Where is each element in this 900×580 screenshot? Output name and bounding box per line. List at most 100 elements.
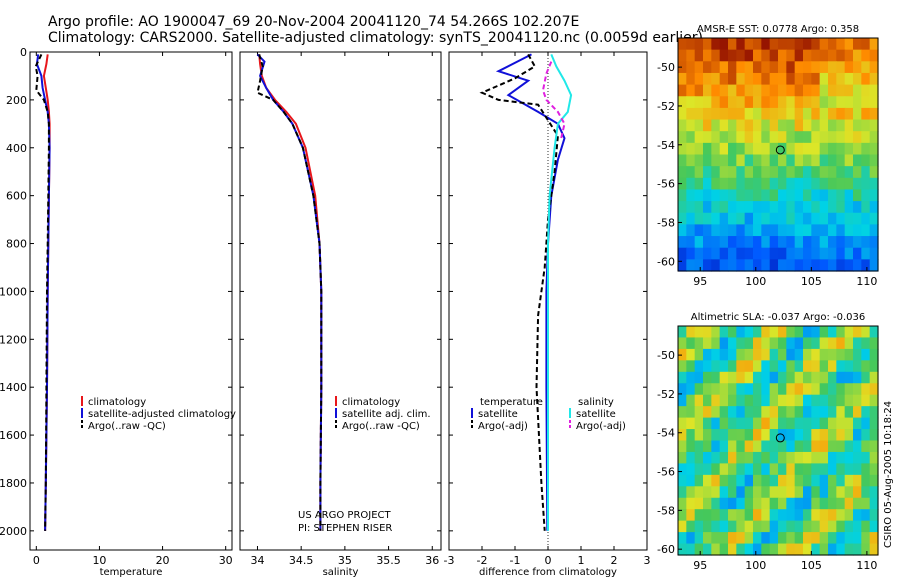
map-cell — [811, 360, 821, 373]
map-cell — [803, 451, 812, 464]
map-cell — [828, 337, 837, 350]
map-cell — [828, 84, 837, 97]
map-cell — [828, 406, 837, 419]
map-cell — [861, 154, 871, 167]
map-cell — [811, 72, 821, 86]
map-cell — [761, 451, 771, 464]
map-cell — [869, 463, 879, 476]
map-cell — [853, 154, 862, 167]
map-cell — [819, 119, 829, 132]
map-cell — [719, 61, 729, 74]
map-cell — [844, 61, 854, 74]
map-cell — [728, 406, 737, 419]
map-cell — [678, 189, 687, 202]
map-cell — [819, 451, 829, 464]
map-cell — [836, 189, 846, 202]
map-cell — [853, 61, 862, 74]
map-cell — [736, 348, 746, 361]
map-cell — [694, 61, 704, 74]
map-cell — [719, 72, 729, 86]
map-cell — [794, 463, 804, 476]
map-cell — [736, 429, 746, 442]
x-tick-label: 34.5 — [289, 554, 314, 567]
x-axis-label: salinity — [323, 567, 359, 578]
map-cell — [828, 360, 837, 373]
map-cell — [811, 154, 821, 167]
map-cell — [819, 236, 829, 249]
map-cell — [778, 532, 787, 545]
y-tick-label: -56 — [657, 178, 675, 191]
map-cell — [811, 236, 821, 249]
map-cell — [711, 497, 721, 510]
map-cell — [703, 177, 712, 191]
map-cell — [811, 142, 821, 156]
series-line — [256, 54, 323, 531]
x-tick-label: 36 — [425, 554, 439, 567]
map-cell — [719, 326, 729, 339]
x-tick-label: 35.5 — [376, 554, 401, 567]
map-cell — [761, 247, 771, 260]
map-cell — [728, 84, 737, 97]
map-cell — [794, 61, 804, 74]
map-cell — [761, 337, 771, 350]
map-cell — [678, 84, 687, 97]
map-cell — [861, 177, 871, 191]
map-cell — [828, 371, 837, 384]
map-cell — [861, 509, 871, 522]
map-cell — [828, 463, 837, 476]
map-cell — [769, 440, 779, 453]
map-cell — [761, 474, 771, 487]
y-tick-label: 2000 — [0, 525, 27, 538]
map-cell — [836, 84, 846, 97]
map-cell — [836, 497, 846, 510]
map-cell — [844, 497, 854, 510]
map-cell — [711, 84, 721, 97]
map-cell — [786, 429, 796, 442]
map-cell — [803, 417, 812, 430]
map-cell — [769, 96, 779, 109]
map-cell — [678, 509, 687, 522]
map-cell — [694, 406, 704, 419]
map-cell — [761, 394, 771, 407]
map-cell — [853, 326, 862, 339]
map-cell — [836, 224, 846, 237]
map-cell — [711, 509, 721, 522]
map-cell — [753, 142, 762, 156]
map-cell — [794, 394, 804, 407]
map-cell — [836, 474, 846, 487]
map-cell — [736, 440, 746, 453]
map-cell — [736, 154, 746, 167]
map-cell — [686, 142, 696, 156]
map-cell — [869, 497, 879, 510]
map-cell — [819, 61, 829, 74]
map-cell — [836, 49, 846, 62]
map-cell — [869, 131, 879, 144]
map-cell — [869, 429, 879, 442]
map-cell — [844, 451, 854, 464]
map-cell — [686, 177, 696, 191]
map-cell — [778, 247, 787, 260]
map-cell — [736, 96, 746, 109]
map-cell — [753, 72, 762, 86]
map-cell — [694, 119, 704, 132]
map-cell — [703, 429, 712, 442]
map-cell — [828, 259, 837, 272]
map-cell — [728, 429, 737, 442]
map-cell — [811, 440, 821, 453]
panel-salinity: 34 34.5 35 35.5 36 salinity climatologysatelli… — [239, 51, 442, 578]
map-cell — [786, 72, 796, 86]
map-cell — [719, 247, 729, 260]
annotation-label: US ARGO PROJECT — [298, 510, 392, 521]
map-cell — [828, 383, 837, 396]
map-cell — [794, 212, 804, 225]
map-cell — [736, 326, 746, 339]
map-cell — [786, 119, 796, 132]
map-cell — [853, 371, 862, 384]
map-cell — [703, 259, 712, 272]
map-cell — [836, 326, 846, 339]
map-cell — [811, 520, 821, 533]
map-cell — [819, 429, 829, 442]
y-tick-label: 1000 — [0, 285, 27, 298]
map-cell — [844, 417, 854, 430]
map-cell — [869, 360, 879, 373]
